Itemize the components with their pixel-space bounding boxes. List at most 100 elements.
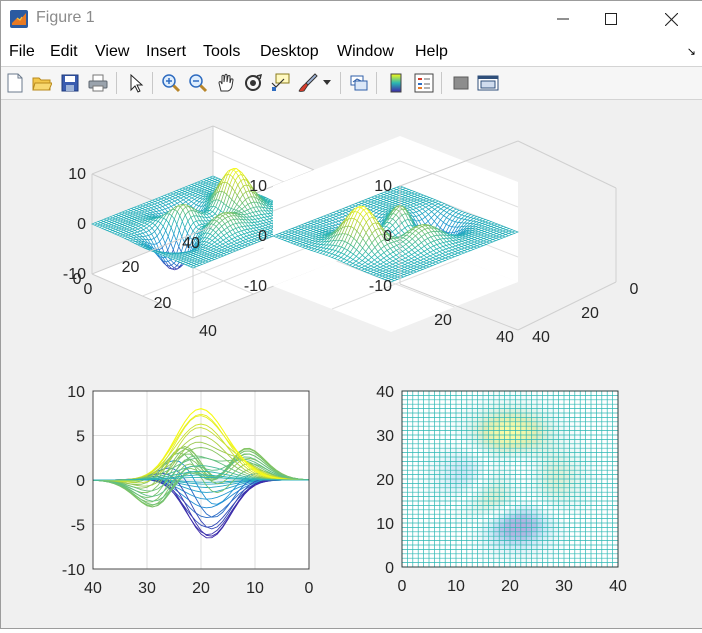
heat-cell: [505, 479, 510, 483]
heat-cell: [440, 479, 445, 483]
legend-button[interactable]: [412, 71, 436, 95]
heat-cell: [505, 541, 510, 545]
heat-cell: [472, 483, 477, 487]
menu-file[interactable]: File: [9, 43, 35, 61]
heat-cell: [424, 475, 429, 479]
heat-cell: [564, 483, 569, 487]
heat-cell: [499, 527, 504, 531]
heat-cell: [515, 417, 520, 421]
menu-edit[interactable]: Edit: [50, 43, 78, 61]
heat-cell: [521, 435, 526, 439]
heat-cell: [510, 422, 515, 426]
heat-cell: [451, 448, 456, 452]
heat-cell: [526, 404, 531, 408]
zoom-out-button[interactable]: [186, 71, 210, 95]
heat-cell: [510, 497, 515, 501]
zoom-in-icon: [161, 73, 181, 93]
zoom-in-button[interactable]: [159, 71, 183, 95]
heat-cell: [472, 444, 477, 448]
heat-cell: [537, 461, 542, 465]
heat-cell: [440, 448, 445, 452]
new-figure-button[interactable]: [3, 71, 27, 95]
heat-cell: [483, 404, 488, 408]
heat-cell: [483, 395, 488, 399]
heat-cell: [526, 545, 531, 549]
heat-cell: [537, 483, 542, 487]
heat-cell: [542, 523, 547, 527]
rotate-3d-button[interactable]: [241, 71, 265, 95]
heat-cell: [418, 483, 423, 487]
heat-cell: [542, 497, 547, 501]
pan-button[interactable]: [214, 71, 238, 95]
minimize-button[interactable]: [540, 0, 586, 38]
heat-cell: [575, 444, 580, 448]
heat-cell: [564, 505, 569, 509]
heat-cell: [494, 497, 499, 501]
heat-cell: [537, 404, 542, 408]
heat-cell: [591, 488, 596, 492]
heat-cell: [553, 426, 558, 430]
heat-cell: [537, 400, 542, 404]
colorbar-button[interactable]: [384, 71, 408, 95]
heat-cell: [505, 563, 510, 567]
data-cursor-button[interactable]: [268, 71, 292, 95]
heat-cell: [483, 492, 488, 496]
brush-dropdown-button[interactable]: [320, 71, 334, 95]
heat-cell: [580, 435, 585, 439]
heat-cell: [461, 404, 466, 408]
close-button[interactable]: [648, 0, 694, 38]
heat-cell: [548, 541, 553, 545]
menu-tools[interactable]: Tools: [203, 43, 240, 61]
heat-cell: [456, 523, 461, 527]
save-button[interactable]: [58, 71, 82, 95]
hide-plot-tools-button[interactable]: [449, 71, 473, 95]
open-file-button[interactable]: [30, 71, 54, 95]
heat-cell: [564, 417, 569, 421]
heat-cell: [472, 395, 477, 399]
heat-cell: [532, 519, 537, 523]
heat-cell: [542, 514, 547, 518]
print-button[interactable]: [86, 71, 110, 95]
heat-cell: [532, 466, 537, 470]
heat-cell: [472, 501, 477, 505]
menu-view[interactable]: View: [95, 43, 129, 61]
heat-cell: [548, 426, 553, 430]
heat-cell: [553, 514, 558, 518]
heat-cell: [559, 519, 564, 523]
heat-cell: [591, 466, 596, 470]
z-tick-label: -10: [244, 278, 267, 295]
edit-plot-button[interactable]: [124, 71, 148, 95]
heat-cell: [472, 409, 477, 413]
show-plot-tools-button[interactable]: [476, 71, 500, 95]
y-tick-label: 0: [73, 271, 82, 288]
heat-cell: [483, 541, 488, 545]
dock-figure-icon[interactable]: ↘: [687, 45, 696, 58]
heat-cell: [478, 483, 483, 487]
heat-cell: [499, 466, 504, 470]
heat-cell: [505, 391, 510, 395]
maximize-button[interactable]: [588, 0, 634, 38]
heat-cell: [488, 554, 493, 558]
heat-cell: [451, 479, 456, 483]
heat-cell: [488, 409, 493, 413]
heat-cell: [472, 457, 477, 461]
menu-insert[interactable]: Insert: [146, 43, 186, 61]
menu-desktop[interactable]: Desktop: [260, 43, 319, 61]
x-tick-label: 0: [630, 281, 639, 298]
heat-cell: [521, 448, 526, 452]
heat-cell: [521, 457, 526, 461]
heat-cell: [537, 422, 542, 426]
menu-help[interactable]: Help: [415, 43, 448, 61]
link-plot-button[interactable]: [347, 71, 371, 95]
heat-cell: [542, 488, 547, 492]
heat-cell: [499, 470, 504, 474]
brush-button[interactable]: [296, 71, 320, 95]
heat-cell: [559, 532, 564, 536]
menu-window[interactable]: Window: [337, 43, 394, 61]
heat-cell: [532, 426, 537, 430]
heat-cell: [548, 523, 553, 527]
heat-cell: [580, 470, 585, 474]
heat-cell: [542, 483, 547, 487]
heat-cell: [532, 497, 537, 501]
heat-cell: [445, 466, 450, 470]
